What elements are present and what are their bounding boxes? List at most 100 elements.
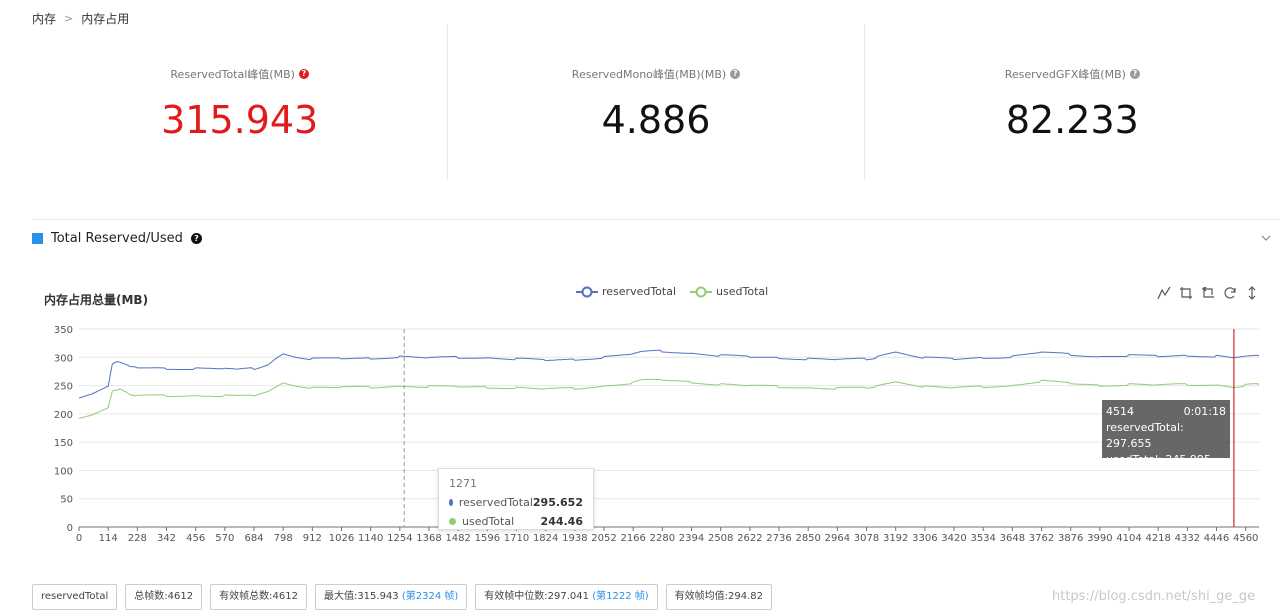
stat-reserved-gfx: ReservedGFX峰值(MB)? 82.233 — [863, 24, 1280, 180]
x-tick-label: 1482 — [445, 533, 470, 544]
x-tick-label: 4332 — [1175, 533, 1200, 544]
memory-line-chart: 0 50 100 150 200 250 300 350 0 114 228 342 456 570 684… — [54, 325, 1260, 544]
tooltip-row-reserved: reservedTotal 295.652 — [449, 493, 583, 512]
chart-legend: reservedTotal usedTotal — [576, 285, 768, 298]
tag-series[interactable]: reservedTotal — [32, 584, 118, 610]
stat-value: 315.943 — [161, 98, 319, 142]
zoom-select-icon[interactable] — [1179, 286, 1193, 300]
watermark: https://blog.csdn.net/shi_ge_ge — [1052, 589, 1256, 604]
tooltip-series-name: usedTotal — [462, 515, 515, 528]
x-tick-label: 1026 — [329, 533, 354, 544]
x-tick-label: 3420 — [941, 533, 966, 544]
x-tick-label: 912 — [303, 533, 322, 544]
legend-item-used[interactable]: usedTotal — [690, 285, 768, 298]
x-tick-label: 1368 — [416, 533, 441, 544]
x-tick-label: 1596 — [475, 533, 500, 544]
refresh-icon[interactable] — [1223, 286, 1237, 300]
x-tick-label: 3534 — [970, 533, 995, 544]
x-tick-label: 1140 — [358, 533, 383, 544]
chart-title: 内存占用总量(MB) — [44, 293, 149, 307]
y-tick-label: 350 — [54, 325, 73, 336]
legend-line-circle-icon — [576, 286, 598, 297]
line-chart-icon[interactable] — [1157, 286, 1171, 300]
x-tick-label: 1938 — [562, 533, 587, 544]
tooltip-header: 1271 — [449, 477, 477, 490]
x-tick-label: 0 — [76, 533, 82, 544]
x-tick-label: 2052 — [591, 533, 616, 544]
legend-line-circle-icon — [690, 286, 713, 297]
legend-label: usedTotal — [716, 285, 769, 298]
stats-panel: ReservedTotal峰值(MB)? 315.943 ReservedMon… — [32, 24, 1280, 180]
resize-vertical-icon[interactable] — [1245, 286, 1259, 300]
y-tick-label: 50 — [60, 495, 73, 506]
x-tick-label: 3876 — [1058, 533, 1083, 544]
x-tick-label: 4104 — [1116, 533, 1141, 544]
breadcrumb-current: 内存占用 — [81, 12, 130, 26]
series-dot-icon — [449, 518, 456, 525]
tag-max-text: 最大值:315.943 — [323, 591, 402, 602]
zoom-reset-icon[interactable] — [1201, 286, 1215, 300]
x-tick-label: 4218 — [1145, 533, 1170, 544]
marker-reserved: reservedTotal: 297.655 — [1106, 421, 1184, 450]
stat-value: 82.233 — [1005, 98, 1139, 142]
y-tick-label: 200 — [54, 410, 73, 421]
breadcrumb: 内存 > 内存占用 — [32, 10, 129, 27]
stat-label: ReservedTotal峰值(MB) — [170, 68, 295, 81]
section-marker-icon — [32, 233, 43, 244]
x-tick-label: 456 — [186, 533, 205, 544]
stat-label: ReservedGFX峰值(MB) — [1004, 68, 1126, 81]
y-tick-label: 250 — [54, 382, 73, 393]
x-tick-label: 3990 — [1087, 533, 1112, 544]
x-tick-label: 798 — [274, 533, 293, 544]
series-dot-icon — [449, 499, 453, 506]
y-tick-label: 300 — [54, 353, 73, 364]
x-tick-label: 3648 — [1000, 533, 1025, 544]
tag-max-frame-link[interactable]: (第2324 帧) — [401, 591, 459, 602]
series-line-reservedTotal — [78, 349, 1260, 399]
series-line-usedTotal — [78, 378, 1260, 419]
tag-total-frames: 总帧数:4612 — [125, 584, 203, 610]
section-divider — [32, 219, 1280, 220]
tag-median: 有效帧中位数:297.041 (第1222 帧) — [475, 584, 658, 610]
tooltip-series-value: 244.46 — [540, 515, 583, 528]
breadcrumb-separator-icon: > — [64, 12, 74, 25]
x-tick-label: 2280 — [650, 533, 675, 544]
x-tick-label: 3078 — [854, 533, 879, 544]
question-icon[interactable]: ? — [298, 69, 309, 79]
tooltip-row-used: usedTotal 244.46 — [449, 512, 583, 531]
summary-tags: reservedTotal 总帧数:4612 有效帧总数:4612 最大值:31… — [32, 584, 772, 610]
tag-mean: 有效帧均值:294.82 — [665, 584, 772, 610]
breadcrumb-root[interactable]: 内存 — [32, 12, 57, 26]
x-tick-label: 342 — [157, 533, 176, 544]
chevron-down-icon[interactable] — [1260, 232, 1272, 244]
tooltip-series-name: reservedTotal — [458, 496, 533, 509]
marker-used: usedTotal: 245.995 — [1106, 453, 1211, 466]
x-tick-label: 4560 — [1233, 533, 1258, 544]
x-tick-label: 114 — [99, 533, 118, 544]
y-tick-label: 100 — [54, 466, 73, 477]
x-tick-label: 1254 — [387, 533, 412, 544]
x-tick-label: 2964 — [825, 533, 850, 544]
stat-label: ReservedMono峰值(MB)(MB) — [571, 68, 727, 81]
legend-label: reservedTotal — [602, 285, 677, 298]
section-title: Total Reserved/Used — [51, 231, 183, 246]
stat-reserved-mono: ReservedMono峰值(MB)(MB)? 4.886 — [447, 24, 863, 180]
tag-median-text: 有效帧中位数:297.041 — [484, 591, 593, 602]
x-tick-label: 2508 — [708, 533, 733, 544]
question-icon[interactable]: ? — [1129, 69, 1140, 79]
x-tick-label: 2622 — [737, 533, 762, 544]
chart-toolbox — [1157, 286, 1259, 300]
x-tick-label: 2736 — [766, 533, 791, 544]
x-tick-label: 4446 — [1204, 533, 1229, 544]
y-tick-label: 150 — [54, 438, 73, 449]
tooltip-series-value: 295.652 — [532, 496, 583, 509]
tag-median-frame-link[interactable]: (第1222 帧) — [592, 591, 649, 602]
hover-tooltip: 1271 reservedTotal 295.652 usedTotal 244.4… — [438, 468, 594, 530]
question-icon[interactable]: ? — [190, 233, 202, 244]
stat-reserved-total: ReservedTotal峰值(MB)? 315.943 — [32, 24, 447, 180]
question-icon[interactable]: ? — [730, 69, 741, 79]
x-tick-label: 3762 — [1029, 533, 1054, 544]
legend-item-reserved[interactable]: reservedTotal — [576, 285, 676, 298]
x-tick-label: 228 — [128, 533, 147, 544]
x-tick-label: 2394 — [679, 533, 704, 544]
